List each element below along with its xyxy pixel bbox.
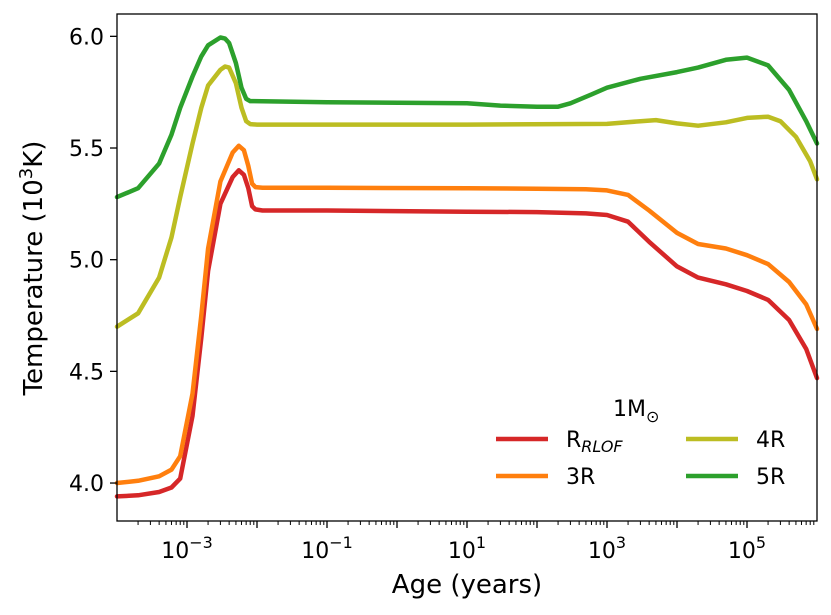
y-tick-label: 6.0	[69, 25, 104, 50]
legend-label: RRLOF	[566, 428, 623, 456]
y-tick-label: 5.5	[69, 137, 104, 162]
legend-label: 4R	[756, 428, 785, 453]
y-axis-label: Temperature (103K)	[16, 141, 49, 397]
series-line-4	[114, 35, 820, 200]
x-axis-label: Age (years)	[392, 570, 542, 600]
plot-frame	[116, 13, 818, 522]
x-tick-label: 103	[588, 533, 626, 564]
legend-label: 5R	[756, 465, 785, 490]
y-tick-label: 4.0	[69, 472, 104, 497]
y-tick-label: 5.0	[69, 249, 104, 274]
series-line-3	[114, 64, 820, 329]
y-tick-label: 4.5	[69, 360, 104, 385]
x-tick-label: 105	[728, 533, 766, 564]
x-tick-label: 101	[448, 533, 486, 564]
legend: 1M⊙ RRLOF 3R 4R 5R	[496, 397, 785, 490]
x-tick-label: 10−3	[161, 533, 213, 564]
x-tick-label: 10−1	[301, 533, 353, 564]
axis-ticks: 10−3 10−1 101 103 105 4.0 4.5 5.0 5.5 6.0	[69, 25, 815, 564]
series-lines	[114, 35, 820, 499]
legend-title: 1M⊙	[613, 397, 659, 426]
series-line-2	[114, 143, 820, 486]
legend-label: 3R	[566, 465, 595, 490]
series-line-1	[114, 168, 820, 499]
